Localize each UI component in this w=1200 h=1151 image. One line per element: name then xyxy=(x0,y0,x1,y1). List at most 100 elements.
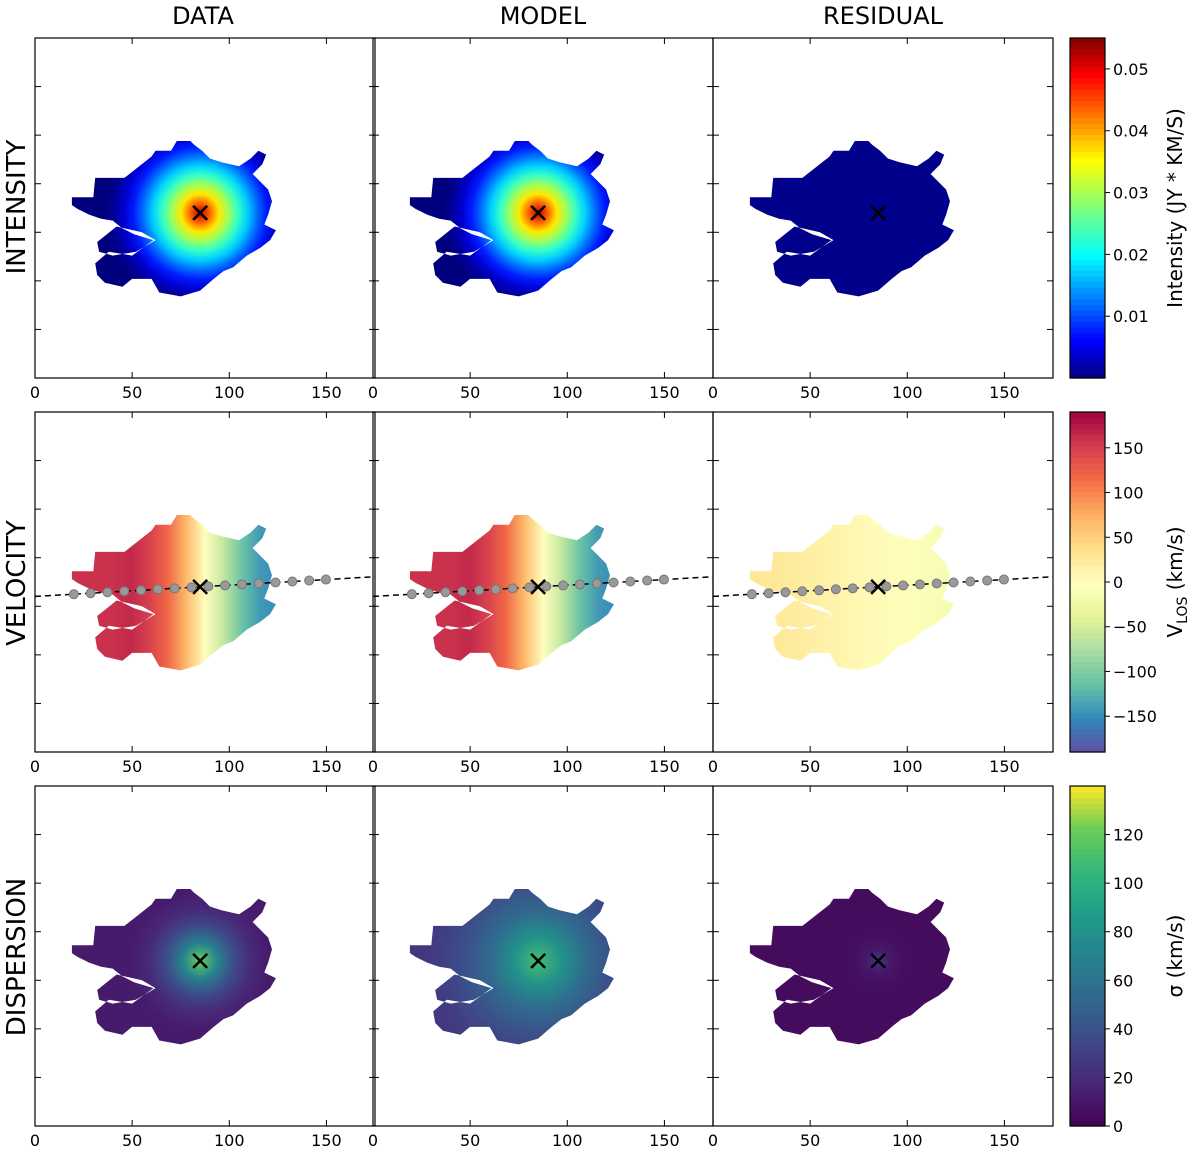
row-title-velocity: VELOCITY xyxy=(2,520,32,646)
panel-velocity-data-sample-point xyxy=(270,577,281,588)
xtick-label: 0 xyxy=(368,383,378,402)
colorbar-label-velocity: VLOS (km/s) xyxy=(1163,526,1191,637)
colorbar-layer: 0.01 0.02 0.03 0.04 0.05 Intensity (JY * KM/S… xyxy=(1069,37,1191,1136)
panel-velocity-data-sample-point xyxy=(253,578,264,589)
panel-intensity-data-map xyxy=(71,141,276,297)
panel-velocity-residual-sample-point xyxy=(982,575,993,586)
colorbar-tick-label: 0.03 xyxy=(1113,184,1149,203)
panel-velocity-residual-sample-point xyxy=(914,579,925,590)
panel-dispersion-data-frame xyxy=(34,785,376,1127)
row-title-dispersion: DISPERSION xyxy=(2,878,32,1036)
xtick-label: 100 xyxy=(892,757,923,776)
colorbar-tick-label: 50 xyxy=(1113,528,1133,547)
colorbar-tick-label: −50 xyxy=(1113,618,1147,637)
panel-intensity-data-center-marker xyxy=(192,204,209,221)
xtick-label: 50 xyxy=(800,1131,820,1150)
colorbar-tick-label: 0.02 xyxy=(1113,245,1149,264)
xtick-label: 150 xyxy=(989,1131,1020,1150)
panel-velocity-residual-sample-point xyxy=(780,587,791,598)
xtick-label: 0 xyxy=(368,757,378,776)
xtick-label: 150 xyxy=(311,383,342,402)
xtick-label: 150 xyxy=(989,383,1020,402)
panel-velocity-data-sample-point xyxy=(85,588,96,599)
colorbar-tick-label: 150 xyxy=(1113,439,1144,458)
xtick-label: 50 xyxy=(800,383,820,402)
xtick-label: 100 xyxy=(552,757,583,776)
colorbar-label-intensity: Intensity (JY * KM/S) xyxy=(1163,108,1187,308)
panel-velocity-data-sample-point xyxy=(304,575,315,586)
panel-velocity-data-sample-point xyxy=(220,580,231,591)
xtick-label: 100 xyxy=(214,1131,245,1150)
xtick-label: 0 xyxy=(368,1131,378,1150)
column-title-residual: RESIDUAL xyxy=(823,2,944,30)
colorbar-label-dispersion: σ (km/s) xyxy=(1163,915,1187,998)
xtick-label: 50 xyxy=(800,757,820,776)
xtick-label: 100 xyxy=(552,1131,583,1150)
panel-velocity-model-sample-point xyxy=(507,583,518,594)
panel-intensity-model-map xyxy=(409,141,614,297)
panel-velocity-model-sample-point xyxy=(625,576,636,587)
panel-velocity-data-sample-point xyxy=(136,585,147,596)
panel-dispersion-model-center-marker xyxy=(530,952,547,969)
colorbar-tick-label: −150 xyxy=(1113,707,1157,726)
panel-velocity-residual-sample-point xyxy=(931,578,942,589)
panel-dispersion-residual-center-marker xyxy=(870,952,887,969)
xtick-label: 50 xyxy=(122,757,142,776)
colorbar-tick-label: 0.01 xyxy=(1113,307,1149,326)
panel-velocity-data-sample-point xyxy=(186,582,197,593)
panel-velocity-data-sample-point xyxy=(68,589,79,600)
panel-velocity-data-sample-point xyxy=(203,581,214,592)
colorbar-tick-label: 100 xyxy=(1113,484,1144,503)
panel-velocity-model-sample-point xyxy=(457,586,468,597)
panel-velocity-residual-sample-point xyxy=(864,582,875,593)
xtick-label: 50 xyxy=(460,1131,480,1150)
xtick-label: 0 xyxy=(30,1131,40,1150)
xtick-label: 100 xyxy=(892,383,923,402)
column-title-data: DATA xyxy=(172,2,234,30)
panel-intensity-residual-center-marker xyxy=(870,204,887,221)
colorbar-tick-label: 120 xyxy=(1113,826,1144,845)
panel-velocity-model-sample-point xyxy=(440,587,451,598)
colorbar-tick-label: 20 xyxy=(1113,1068,1133,1087)
panel-velocity-data-sample-point xyxy=(287,576,298,587)
panel-velocity-model-sample-point xyxy=(474,585,485,596)
xtick-label: 100 xyxy=(892,1131,923,1150)
axes-layer: 0 50 100 150 0 50 100 150 0 50 100 150 0 50 100 150 0 50 1… xyxy=(30,37,1054,1150)
panel-velocity-residual-sample-point xyxy=(881,581,892,592)
xtick-label: 0 xyxy=(30,383,40,402)
panel-intensity-data-frame xyxy=(34,37,376,379)
xtick-label: 0 xyxy=(708,757,718,776)
column-title-model: MODEL xyxy=(500,2,587,30)
colorbar-tick-label: 0.05 xyxy=(1113,60,1149,79)
xtick-label: 100 xyxy=(214,757,245,776)
panel-velocity-model-sample-point xyxy=(642,575,653,586)
panel-velocity-data-sample-point xyxy=(169,583,180,594)
panel-velocity-model-sample-point xyxy=(541,581,552,592)
xtick-label: 0 xyxy=(708,1131,718,1150)
panel-velocity-model-sample-point xyxy=(608,577,619,588)
panel-velocity-residual-frame xyxy=(712,411,1054,753)
panel-velocity-residual-sample-point xyxy=(763,588,774,599)
text-layer: DATA MODEL RESIDUAL INTENSITY VELOCITY D… xyxy=(2,2,944,1036)
panel-velocity-model-sample-point xyxy=(524,582,535,593)
panel-dispersion-data-map xyxy=(71,889,276,1045)
panel-velocity-residual-sample-point xyxy=(965,576,976,587)
panel-velocity-residual-sample-point xyxy=(948,577,959,588)
xtick-label: 100 xyxy=(214,383,245,402)
panel-dispersion-residual-map xyxy=(749,889,954,1045)
colorbar-tick-label: 40 xyxy=(1113,1020,1133,1039)
colorbar-tick-label: 100 xyxy=(1113,874,1144,893)
panel-intensity-model-center-marker xyxy=(530,204,547,221)
panel-velocity-model-sample-point xyxy=(423,588,434,599)
colorbar-tick-label: 0.04 xyxy=(1113,122,1149,141)
xtick-label: 150 xyxy=(311,757,342,776)
colorbar-velocity xyxy=(1069,411,1106,753)
panel-velocity-residual-sample-point xyxy=(797,586,808,597)
xtick-label: 150 xyxy=(649,1131,680,1150)
xtick-label: 50 xyxy=(460,757,480,776)
colorbar-intensity xyxy=(1069,37,1106,379)
xtick-label: 150 xyxy=(311,1131,342,1150)
panel-velocity-residual-sample-point xyxy=(898,580,909,591)
panel-velocity-data-sample-point xyxy=(152,584,163,595)
